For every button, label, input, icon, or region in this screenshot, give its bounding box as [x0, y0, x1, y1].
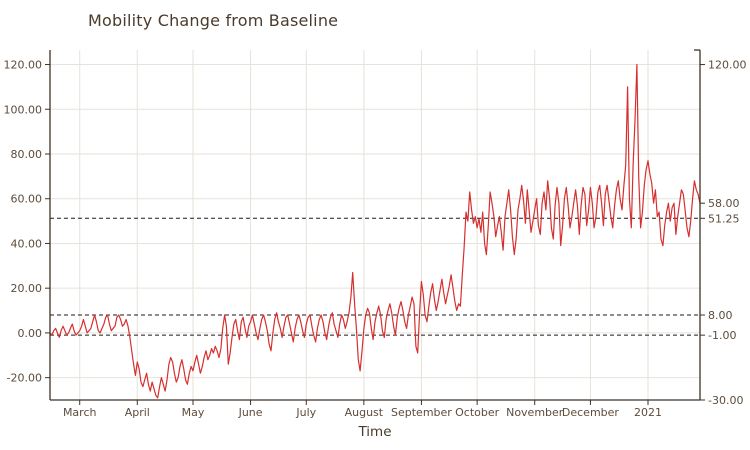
x-tick-label: August [345, 406, 384, 419]
x-tick-label: June [238, 406, 263, 419]
y-tick-label-left: 0.00 [18, 327, 43, 340]
y-tick-label-left: 20.00 [11, 282, 43, 295]
x-tick-label: September [391, 406, 452, 419]
y-tick-label-left: -20.00 [7, 372, 42, 385]
x-tick-label: March [63, 406, 97, 419]
y-tick-label-right: 8.00 [708, 309, 733, 322]
y-tick-label-right: 120.00 [708, 59, 747, 72]
x-tick-label: May [182, 406, 205, 419]
y-tick-label-left: 120.00 [4, 59, 43, 72]
y-tick-label-left: 60.00 [11, 193, 43, 206]
y-tick-label-left: 100.00 [4, 103, 43, 116]
x-tick-label: April [125, 406, 150, 419]
x-tick-label: December [562, 406, 620, 419]
x-axis-title: Time [358, 424, 392, 440]
y-tick-label-right: 58.00 [708, 197, 740, 210]
x-tick-label: November [506, 406, 564, 419]
y-tick-label-left: 40.00 [11, 237, 43, 250]
y-tick-label-right: 51.25 [708, 212, 740, 225]
mobility-series-line [49, 63, 701, 399]
y-tick-label-right: -1.00 [708, 329, 736, 342]
x-tick-label: 2021 [634, 406, 662, 419]
chart-title: Mobility Change from Baseline [88, 11, 339, 30]
y-tick-label-right: -30.00 [708, 394, 743, 407]
x-tick-label: July [295, 406, 316, 419]
y-tick-label-left: 80.00 [11, 148, 43, 161]
x-tick-label: October [455, 406, 499, 419]
